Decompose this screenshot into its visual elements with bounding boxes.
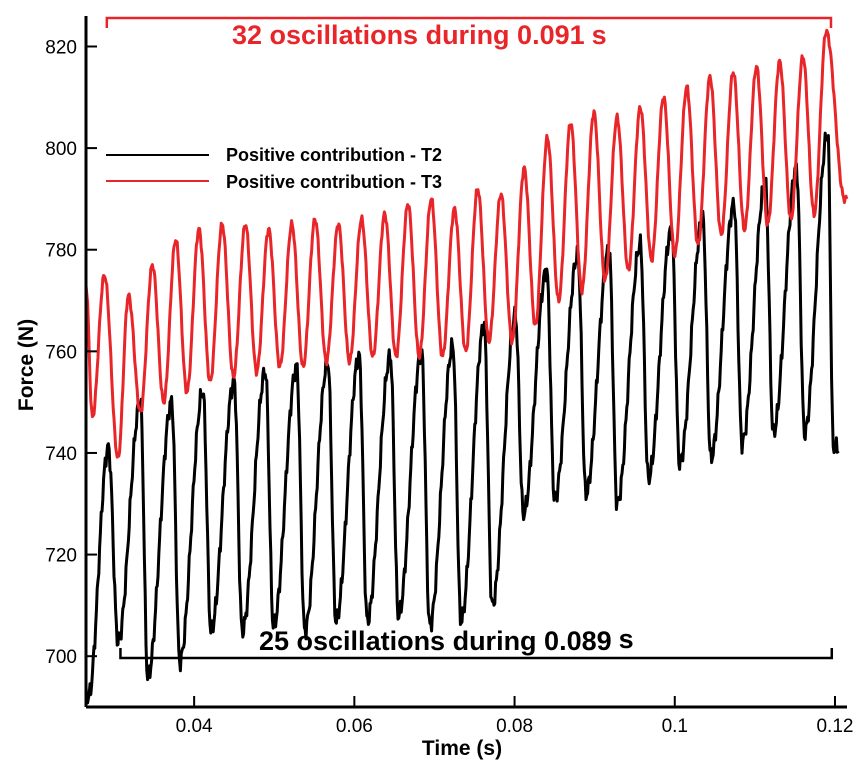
x-tick-label: 0.04 <box>176 716 213 737</box>
y-tick-label: 700 <box>45 647 77 668</box>
y-tick-label: 720 <box>45 546 77 567</box>
x-tick-label: 0.1 <box>662 716 688 737</box>
y-tick-label: 760 <box>45 342 77 363</box>
y-tick-label: 780 <box>45 241 77 262</box>
legend-label-t3: Positive contribution - T3 <box>226 172 442 192</box>
y-tick-label: 800 <box>45 139 77 160</box>
series-line-t3 <box>84 28 849 459</box>
legend: Positive contribution - T2 Positive cont… <box>106 145 442 192</box>
x-axis-label: Time (s) <box>422 737 502 760</box>
bottom-annotation: 25 oscillations during 0.089 s <box>119 624 834 660</box>
y-axis-label: Force (N) <box>15 319 38 411</box>
top-bracket <box>105 16 833 28</box>
bottom-bracket <box>119 648 834 660</box>
x-tick-label: 0.12 <box>816 716 853 737</box>
y-tick-label: 820 <box>45 37 77 58</box>
top-annotation-text: 32 oscillations during 0.091 s <box>232 20 607 50</box>
x-tick-label: 0.08 <box>496 716 533 737</box>
bottom-annotation-text: 25 oscillations during 0.089 s <box>259 624 634 656</box>
x-ticks: 0.04 0.06 0.08 0.1 0.12 <box>176 696 853 737</box>
top-annotation: 32 oscillations during 0.091 s <box>105 16 833 50</box>
y-ticks: 700 720 740 760 780 800 820 <box>45 37 97 668</box>
series-layer <box>84 28 849 705</box>
y-tick-label: 740 <box>45 444 77 465</box>
x-tick-label: 0.06 <box>336 716 373 737</box>
series-line-t2 <box>84 131 840 705</box>
legend-label-t2: Positive contribution - T2 <box>226 145 442 165</box>
